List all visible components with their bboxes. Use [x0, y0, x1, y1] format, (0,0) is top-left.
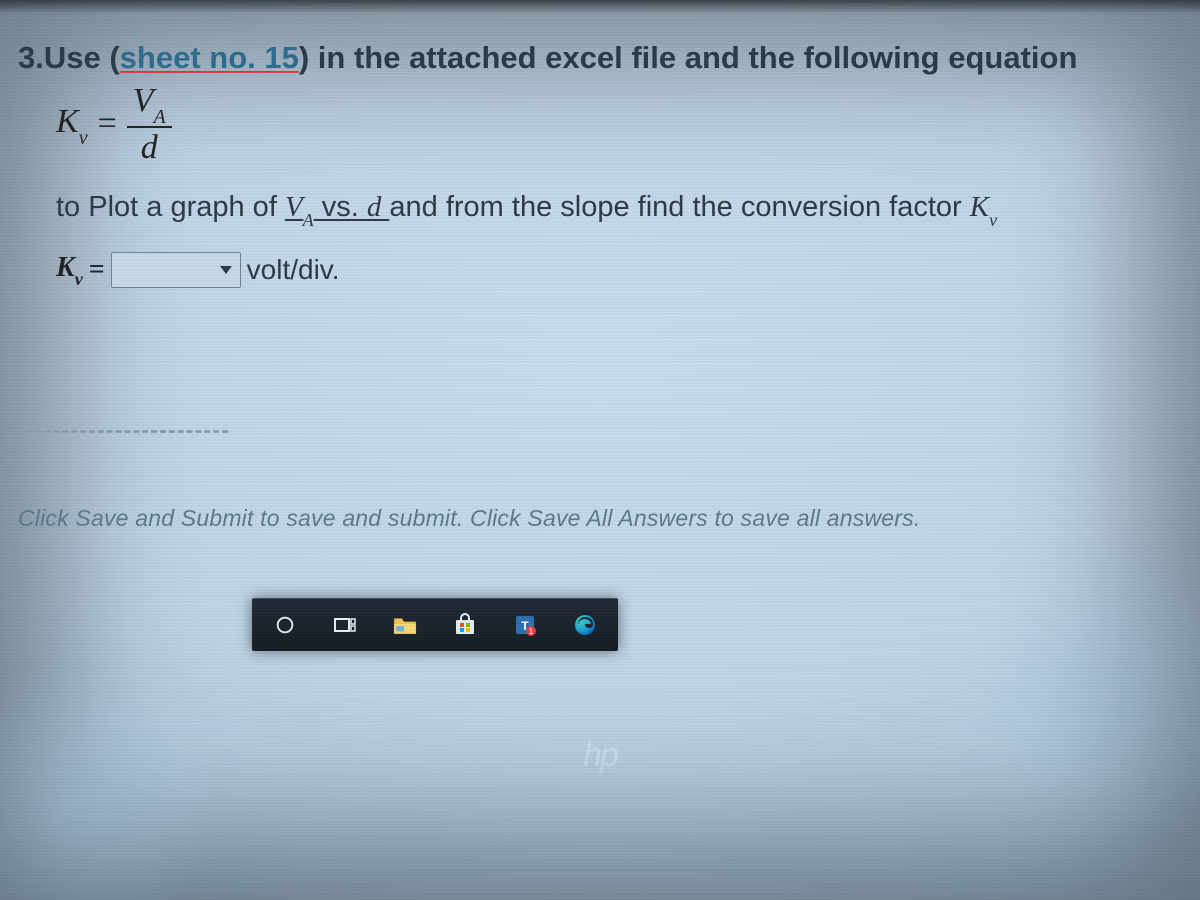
equation-denominator: d — [135, 131, 164, 165]
top-shadow — [0, 0, 1200, 14]
line2-b: and from the slope find the conversion f… — [389, 191, 969, 223]
line2-va: VA — [285, 191, 314, 223]
screen-capture: 3.Use (sheet no. 15) in the attached exc… — [0, 0, 1200, 900]
equation-num-sub: A — [154, 106, 166, 128]
equation-num-var: V — [133, 82, 154, 119]
windows-taskbar: T 1 — [252, 598, 618, 651]
edge-icon[interactable] — [570, 610, 600, 640]
taskview-icon[interactable] — [330, 610, 360, 640]
line2-vs: vs. — [314, 191, 367, 223]
question-text-b: ) in the attached excel file and the fol… — [299, 40, 1078, 75]
answer-equals: = — [89, 254, 105, 286]
answer-row: Kv = volt/div. — [56, 252, 1188, 288]
question-line-1: 3.Use (sheet no. 15) in the attached exc… — [18, 40, 1188, 76]
line2-kv-sub: v — [989, 210, 997, 230]
equation-lhs: Kv — [56, 103, 88, 146]
line2-kv-var: K — [970, 191, 989, 223]
chevron-down-icon — [220, 266, 232, 274]
submit-instruction: Click Save and Submit to save and submit… — [18, 505, 1180, 532]
line2-underline-group: VA vs. d — [285, 191, 389, 223]
file-explorer-icon[interactable] — [390, 610, 420, 640]
answer-unit: volt/div. — [247, 254, 340, 286]
separator-dashed — [18, 430, 228, 433]
question-line-2: to Plot a graph of VA vs. d and from the… — [56, 191, 1188, 228]
question-content: 3.Use (sheet no. 15) in the attached exc… — [18, 40, 1188, 288]
line2-kv: Kv — [970, 191, 997, 223]
line2-va-var: V — [285, 191, 303, 223]
question-number: 3. — [18, 40, 44, 75]
equation-equals: = — [98, 105, 117, 143]
ambient-glow-right — [980, 520, 1200, 840]
line2-d: d — [367, 191, 382, 223]
line2-va-sub: A — [303, 210, 314, 230]
answer-kv: Kv — [56, 252, 83, 288]
cortana-icon[interactable] — [270, 610, 300, 640]
app-icon[interactable]: T 1 — [510, 610, 540, 640]
line2-a: to Plot a graph of — [56, 191, 285, 223]
answer-kv-var: K — [56, 252, 75, 283]
equation-fraction: VA d — [127, 84, 172, 165]
equation-kv: Kv = VA d — [56, 84, 1188, 165]
microsoft-store-icon[interactable] — [450, 610, 480, 640]
answer-dropdown[interactable] — [111, 252, 241, 288]
answer-kv-sub: v — [75, 269, 83, 289]
ambient-glow-left — [0, 660, 220, 900]
sheet-link[interactable]: sheet no. 15 — [120, 40, 299, 75]
svg-text:1: 1 — [529, 627, 534, 636]
hp-logo: hp — [565, 720, 635, 790]
equation-lhs-sub: v — [79, 127, 88, 149]
equation-lhs-var: K — [56, 103, 79, 140]
question-text-a: Use ( — [44, 40, 120, 75]
equation-numerator: VA — [127, 84, 172, 123]
